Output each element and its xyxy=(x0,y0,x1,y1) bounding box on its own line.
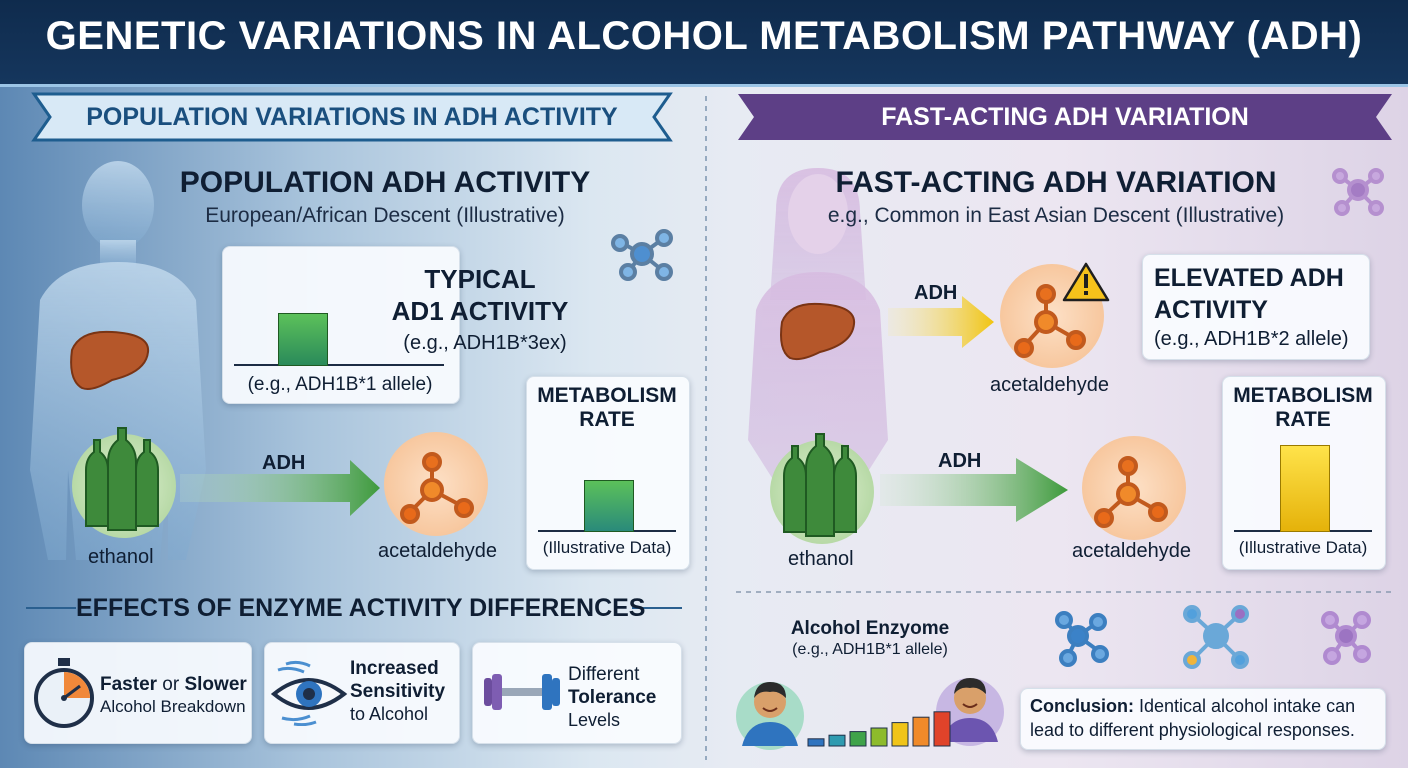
right-ribbon-shape xyxy=(738,94,1392,140)
adh-arrow-right-top xyxy=(888,296,994,348)
adh-arrow-label-right: ADH xyxy=(938,450,982,472)
enzyme-title: Alcohol Enzyome xyxy=(790,618,950,639)
elevated-title-line2: ACTIVITY xyxy=(1154,296,1268,324)
adh-arrow-label-left: ADH xyxy=(262,452,306,474)
effect-2-line1: Increased xyxy=(350,658,439,679)
adh-arrow-label-right-top: ADH xyxy=(914,282,958,304)
acetaldehyde-molecule-left xyxy=(400,452,474,524)
molecule-icon-mixed xyxy=(1183,605,1249,669)
metabolism-title-right-1: METABOLISM xyxy=(1233,384,1373,407)
response-bars xyxy=(807,711,951,747)
acetaldehyde-label-right: acetaldehyde xyxy=(1072,540,1191,562)
left-ribbon-title: POPULATION VARIATIONS IN ADH ACTIVITY xyxy=(86,103,618,131)
conclusion-line2: lead to different physiological response… xyxy=(1030,720,1355,740)
typical-activity-card xyxy=(222,246,460,404)
response-bar xyxy=(933,711,951,747)
adh-arrow-right xyxy=(880,458,1068,522)
metabolism-footer-left: (Illustrative Data) xyxy=(542,538,672,557)
liver-icon-left xyxy=(70,330,150,390)
metabolism-bar-left xyxy=(584,480,634,532)
effect-2-line2: Sensitivity xyxy=(350,681,446,702)
response-bar xyxy=(807,738,825,747)
response-bar xyxy=(870,727,888,747)
stopwatch-icon xyxy=(34,658,94,728)
avatar-right xyxy=(936,678,1004,746)
response-bar xyxy=(912,716,930,747)
bottles-icon-right xyxy=(783,433,857,537)
acetaldehyde-label-right-top: acetaldehyde xyxy=(990,374,1109,396)
response-bar xyxy=(828,734,846,747)
warning-icon xyxy=(1062,262,1110,302)
elevated-example: (e.g., ADH1B*2 allele) xyxy=(1154,328,1349,350)
avatar-left xyxy=(736,682,804,750)
response-bar xyxy=(849,731,867,747)
title-bar xyxy=(0,0,1408,87)
effects-heading: EFFECTS OF ENZYME ACTIVITY DIFFERENCES xyxy=(76,594,646,622)
molecule-icon-blue xyxy=(1055,611,1109,667)
left-heading: POPULATION ADH ACTIVITY xyxy=(179,166,591,199)
metabolism-bar-right xyxy=(1280,445,1330,532)
metabolism-title-right-2: RATE xyxy=(1275,408,1331,431)
typical-title-line2: AD1 ACTIVITY xyxy=(391,296,569,326)
eye-icon xyxy=(270,660,348,726)
typical-bar xyxy=(278,313,328,366)
left-subheading: European/African Descent (Illustrative) xyxy=(205,204,565,227)
bottles-icon-left xyxy=(85,427,159,531)
effect-2-line3: to Alcohol xyxy=(350,704,429,724)
metabolism-footer-right: (Illustrative Data) xyxy=(1238,538,1368,557)
acetaldehyde-molecule-right xyxy=(1094,456,1168,528)
ethanol-label-right: ethanol xyxy=(788,548,854,570)
left-ribbon-shape xyxy=(31,92,673,142)
liver-icon-right xyxy=(780,302,856,361)
effect-3-line2: Tolerance xyxy=(568,687,657,708)
effect-1-line2: Alcohol Breakdown xyxy=(100,697,246,716)
acetaldehyde-molecule-right-top xyxy=(1014,284,1086,358)
right-heading: FAST-ACTING ADH VARIATION xyxy=(835,166,1277,199)
effect-3-line1: Different xyxy=(568,664,640,685)
page-title: GENETIC VARIATIONS IN ALCOHOL METABOLISM… xyxy=(45,14,1363,58)
enzyme-example: (e.g., ADH1B*1 allele) xyxy=(792,641,948,658)
typical-allele: (e.g., ADH1B*1 allele) xyxy=(247,374,433,395)
conclusion-card xyxy=(1020,688,1386,750)
response-bar xyxy=(891,722,909,747)
ethanol-label-left: ethanol xyxy=(88,546,154,568)
metabolism-title-left-2: RATE xyxy=(579,408,635,431)
molecule-icon-purple xyxy=(1321,611,1371,665)
dumbbell-icon xyxy=(484,674,560,710)
acetaldehyde-label-left: acetaldehyde xyxy=(378,540,497,562)
typical-axis xyxy=(234,364,444,366)
conclusion-line1: Conclusion: Identical alcohol intake can xyxy=(1030,696,1356,716)
right-subheading: e.g., Common in East Asian Descent (Illu… xyxy=(827,204,1285,227)
molecule-icon-right-top xyxy=(1332,168,1384,216)
metabolism-card-left xyxy=(526,376,690,570)
adh-arrow-left xyxy=(180,460,380,516)
effect-1-line1: Faster or Slower xyxy=(100,674,247,695)
molecule-icon-left-top xyxy=(611,229,673,281)
typical-title-line1: TYPICAL xyxy=(424,264,536,294)
typical-example: (e.g., ADH1B*3ex) xyxy=(403,332,567,354)
right-ribbon-title: FAST-ACTING ADH VARIATION xyxy=(881,103,1249,131)
metabolism-title-left-1: METABOLISM xyxy=(537,384,677,407)
elevated-title-line1: ELEVATED ADH xyxy=(1154,264,1344,292)
elevated-activity-card xyxy=(1142,254,1370,360)
effect-3-line3: Levels xyxy=(568,710,621,730)
